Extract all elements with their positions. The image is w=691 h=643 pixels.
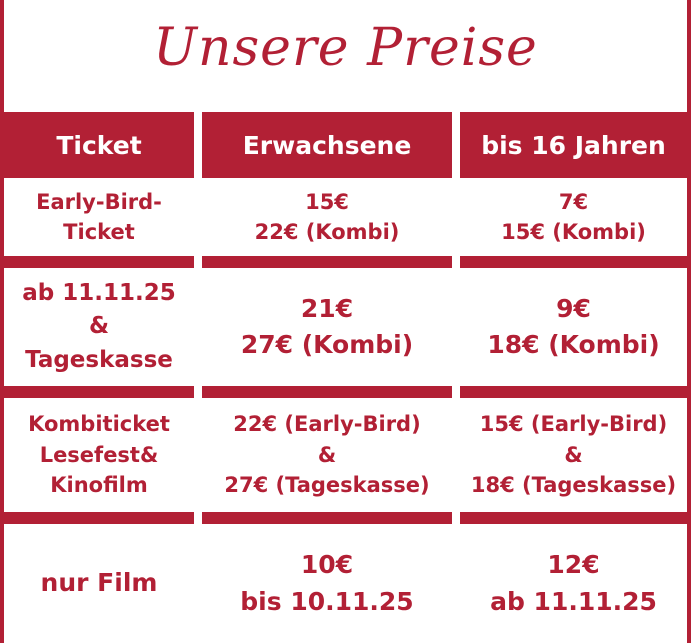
row-divider [202, 256, 452, 268]
frame-left [0, 0, 4, 643]
cell-line: & [88, 313, 110, 340]
cell-ticket: nur Film [4, 524, 194, 643]
cell-youth: 12€ ab 11.11.25 [460, 524, 687, 643]
cell-line: 22€ (Kombi) [254, 220, 400, 244]
frame-right [687, 0, 691, 643]
cell-adult: 21€ 27€ (Kombi) [202, 268, 452, 386]
cell-line: ab 11.11.25 [490, 586, 657, 616]
row-divider [4, 256, 194, 268]
cell-line: Ticket [63, 220, 135, 244]
cell-ticket: ab 11.11.25 & Tageskasse [4, 268, 194, 386]
cell-line: 21€ [300, 293, 354, 323]
cell-line: 27€ (Kombi) [240, 330, 414, 359]
cell-youth: 7€ 15€ (Kombi) [460, 178, 687, 256]
header-ticket: Ticket [4, 112, 194, 178]
cell-line: Early-Bird- [36, 189, 162, 214]
cell-youth: 9€ 18€ (Kombi) [460, 268, 687, 386]
cell-adult: 15€ 22€ (Kombi) [202, 178, 452, 256]
row-divider [202, 386, 452, 398]
header-adult: Erwachsene [202, 112, 452, 178]
cell-ticket: Early-Bird- Ticket [4, 178, 194, 256]
cell-line: Kombiticket [28, 412, 170, 437]
cell-line: 15€ (Kombi) [501, 220, 646, 244]
row-divider [202, 512, 452, 524]
header-youth: bis 16 Jahren [460, 112, 687, 178]
cell-line: & [317, 442, 337, 467]
cell-line: Lesefest& [39, 442, 159, 467]
row-divider [460, 512, 687, 524]
cell-line: 12€ [547, 550, 600, 580]
row-divider [4, 386, 194, 398]
cell-adult: 10€ bis 10.11.25 [202, 524, 452, 643]
page-title: Unsere Preise [153, 18, 538, 78]
cell-line: 15€ (Early-Bird) [479, 412, 668, 437]
cell-line: 18€ (Kombi) [487, 330, 660, 359]
cell-line: 15€ [305, 189, 349, 214]
cell-line: ab 11.11.25 [22, 279, 176, 306]
cell-line: nur Film [40, 568, 158, 598]
cell-youth: 15€ (Early-Bird) & 18€ (Tageskasse) [460, 398, 687, 512]
cell-line: & [564, 442, 583, 467]
row-divider [460, 256, 687, 268]
cell-line: bis 10.11.25 [240, 586, 414, 616]
cell-line: 9€ [556, 293, 591, 323]
row-divider [4, 512, 194, 524]
row-divider [460, 386, 687, 398]
cell-line: 7€ [558, 189, 589, 214]
cell-line: 18€ (Tageskasse) [470, 473, 677, 498]
cell-ticket: Kombiticket Lesefest& Kinofilm [4, 398, 194, 512]
cell-line: 27€ (Tageskasse) [224, 473, 430, 498]
cell-line: Tageskasse [25, 346, 173, 373]
cell-line: Kinofilm [50, 473, 148, 498]
cell-line: 10€ [300, 550, 354, 580]
cell-adult: 22€ (Early-Bird) & 27€ (Tageskasse) [202, 398, 452, 512]
cell-line: 22€ (Early-Bird) [233, 412, 421, 437]
